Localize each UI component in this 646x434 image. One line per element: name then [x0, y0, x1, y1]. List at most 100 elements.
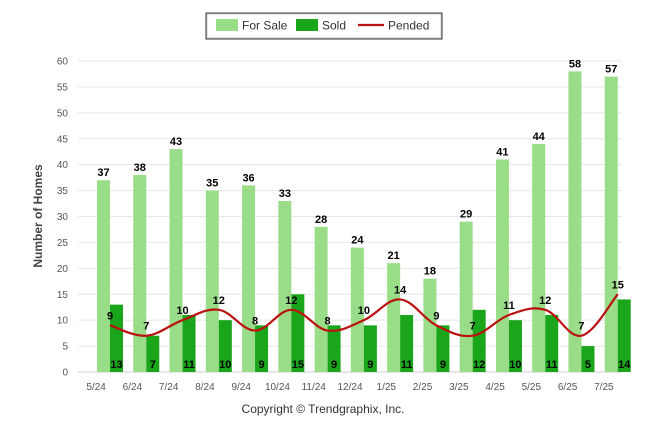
pended-line [109, 293, 619, 338]
sold-bar-7-25 [617, 299, 631, 372]
x-tick-label-1-25: 1/25 [377, 382, 397, 393]
for-sale-bar-1-25 [387, 263, 401, 372]
for-sale-label-6-25: 58 [569, 58, 581, 70]
y-tick-label: 60 [57, 57, 69, 68]
legend-box-inner [206, 13, 442, 39]
legend-label-sold: Sold [322, 19, 346, 33]
sold-label-5-25: 11 [546, 359, 558, 371]
for-sale-bar-7-25 [604, 76, 618, 373]
y-axis-ticks: 0 5 10 15 20 25 30 35 40 45 50 55 60 [57, 57, 69, 379]
x-tick-label-8-24: 8/24 [195, 382, 215, 393]
for-sale-bar-5-25 [532, 143, 546, 372]
sold-label-4-25: 10 [509, 359, 521, 371]
pended-label-6-25: 7 [578, 321, 584, 333]
for-sale-bar-4-25 [495, 159, 509, 372]
x-tick-label-2-25: 2/25 [413, 382, 433, 393]
sold-bar-2-25 [436, 325, 450, 372]
pended-label-7-24: 10 [176, 305, 188, 317]
x-tick-label-5-24: 5/24 [86, 382, 106, 393]
y-tick-label: 55 [57, 82, 69, 93]
sold-label-10-24: 15 [292, 359, 304, 371]
pended-label-5-25: 12 [539, 295, 551, 307]
pended-label-1-25: 14 [394, 284, 407, 296]
for-sale-label-9-24: 36 [242, 172, 254, 184]
pended-label-6-24: 7 [143, 321, 149, 333]
for-sale-bar-7-24 [169, 149, 183, 372]
legend-label-for-sale: For Sale [242, 19, 288, 33]
sold-bar-9-24 [255, 325, 269, 372]
y-tick-label: 15 [57, 290, 69, 301]
grid-lines [78, 60, 622, 373]
for-sale-bar-3-25 [459, 221, 473, 372]
x-tick-label-3-25: 3/25 [449, 382, 469, 393]
sold-bar-3-25 [472, 309, 486, 372]
x-tick-label-7-24: 7/24 [159, 382, 179, 393]
x-tick-label-5-25: 5/25 [522, 382, 542, 393]
sold-bars [110, 294, 631, 372]
legend-swatch-sold [296, 19, 318, 31]
pended-label-2-25: 9 [433, 310, 439, 322]
for-sale-label-2-25: 18 [424, 266, 436, 278]
legend-label-pended: Pended [388, 19, 429, 33]
for-sale-label-10-24: 33 [279, 188, 291, 200]
y-axis-label: Number of Homes [31, 164, 45, 268]
for-sale-bar-2-25 [423, 278, 437, 372]
copyright-footer: Copyright © Trendgraphix, Inc. [241, 402, 405, 416]
x-tick-label-12-24: 12/24 [337, 382, 362, 393]
pended-label-12-24: 10 [358, 305, 370, 317]
sold-bar-8-24 [218, 320, 232, 372]
x-tick-label-6-24: 6/24 [123, 382, 143, 393]
sold-bar-11-24 [327, 325, 341, 372]
for-sale-label-11-24: 28 [315, 214, 327, 226]
legend-swatch-for-sale [216, 19, 238, 31]
sold-label-2-25: 9 [440, 359, 446, 371]
pended-label-9-24: 8 [252, 316, 258, 328]
sold-label-6-25: 5 [585, 359, 591, 371]
x-axis-ticks: 5/24 6/24 7/24 8/24 9/24 10/24 11/24 12/24 1/25 2… [86, 382, 614, 393]
for-sale-bars [97, 71, 618, 373]
legend: For Sale Sold Pended [205, 12, 443, 40]
y-tick-label: 50 [57, 108, 69, 119]
sold-label-11-24: 9 [331, 359, 337, 371]
pended-label-3-25: 7 [470, 321, 476, 333]
y-tick-label: 10 [57, 316, 69, 327]
y-tick-label: 25 [57, 238, 69, 249]
for-sale-label-6-24: 38 [134, 162, 146, 174]
for-sale-bar-6-24 [133, 175, 147, 372]
y-tick-label: 40 [57, 160, 69, 171]
sold-bar-5-24 [110, 304, 123, 372]
y-tick-label: 45 [57, 134, 69, 145]
for-sale-bar-12-24 [350, 247, 364, 372]
y-tick-label: 20 [57, 264, 69, 275]
for-sale-bar-11-24 [314, 226, 328, 372]
y-tick-label: 0 [62, 368, 68, 379]
sold-bar-6-25 [581, 346, 595, 372]
sold-bar-6-24 [146, 335, 160, 372]
pended-label-10-24: 12 [285, 295, 297, 307]
for-sale-label-3-25: 29 [460, 209, 472, 221]
for-sale-bar-5-24 [97, 180, 110, 372]
pended-series-line [109, 293, 619, 338]
x-tick-label-6-25: 6/25 [558, 382, 578, 393]
for-sale-label-12-24: 24 [351, 235, 364, 247]
x-tick-label-9-24: 9/24 [231, 382, 251, 393]
for-sale-label-7-25: 57 [605, 64, 617, 76]
for-sale-bar-8-24 [205, 190, 219, 372]
pended-label-11-24: 8 [325, 316, 331, 328]
sold-label-8-24: 10 [219, 359, 231, 371]
sold-bar-12-24 [363, 325, 377, 372]
sold-bar-7-24 [182, 314, 196, 372]
y-tick-label: 35 [57, 186, 69, 197]
legend-box [205, 12, 443, 40]
sold-label-7-25: 14 [618, 359, 631, 371]
pended-label-8-24: 12 [213, 295, 225, 307]
x-tick-label-11-24: 11/24 [302, 382, 327, 393]
sold-label-1-25: 11 [401, 359, 413, 371]
sold-label-3-25: 12 [473, 359, 485, 371]
pended-label-4-25: 11 [503, 300, 515, 312]
for-sale-bar-10-24 [278, 200, 292, 372]
sold-label-7-24: 11 [183, 359, 195, 371]
for-sale-label-5-24: 37 [97, 167, 109, 179]
for-sale-label-4-25: 41 [496, 146, 508, 158]
